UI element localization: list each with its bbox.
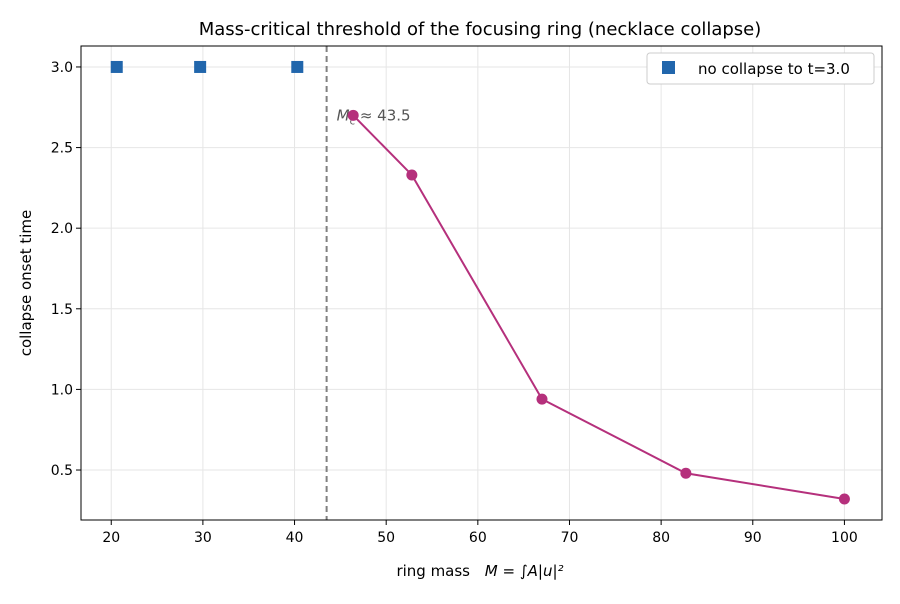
x-tick-label: 50	[377, 530, 395, 546]
legend-label: no collapse to t=3.0	[698, 60, 850, 78]
x-tick-label: 30	[194, 530, 212, 546]
y-tick-label: 3.0	[51, 60, 73, 76]
x-axis-label-text: ring mass	[396, 562, 470, 580]
y-axis-label: collapse onset time	[17, 210, 35, 357]
x-tick-label: 70	[561, 530, 579, 546]
legend-square-marker	[662, 61, 675, 74]
legend-box	[646, 52, 875, 85]
y-tick-label: 1.5	[51, 302, 73, 318]
grid-layer	[81, 46, 882, 520]
x-tick-label: 20	[102, 530, 120, 546]
collapse-point-marker	[406, 169, 418, 181]
x-tick-label: 100	[831, 530, 858, 546]
y-tick-label: 1.0	[51, 382, 73, 398]
no-collapse-square-marker	[291, 60, 304, 73]
collapse-point-marker	[347, 109, 359, 121]
collapse-point-marker	[536, 393, 548, 405]
x-tick-label: 60	[469, 530, 487, 546]
legend: no collapse to t=3.0	[646, 52, 875, 85]
critical-line-layer: Mc ≈ 43.5	[325, 46, 411, 520]
x-tick-label: 80	[652, 530, 670, 546]
axes-layer: 20 30 40 50 60 70 80 90 100 0.5 1.0 1.5 2.0 2.5 3.0	[51, 45, 883, 546]
y-tick-label: 2.5	[51, 141, 73, 157]
no-collapse-square-marker	[194, 60, 207, 73]
series-layer	[110, 60, 850, 505]
x-axis-label: ring mass M = ∫A|u|²	[396, 562, 563, 580]
y-tick-label: 0.5	[51, 463, 73, 479]
x-tick-label: 40	[286, 530, 304, 546]
y-tick-label: 2.0	[51, 221, 73, 237]
x-tick-label: 90	[744, 530, 762, 546]
collapse-point-marker	[838, 493, 850, 505]
chart-title: Mass-critical threshold of the focusing …	[199, 19, 762, 40]
critical-mass-label: Mc ≈ 43.5	[337, 106, 411, 127]
plot-frame	[80, 45, 883, 521]
collapse-point-marker	[680, 467, 692, 479]
x-axis-label-math: M = ∫A|u|²	[485, 562, 564, 580]
no-collapse-square-marker	[110, 60, 123, 73]
